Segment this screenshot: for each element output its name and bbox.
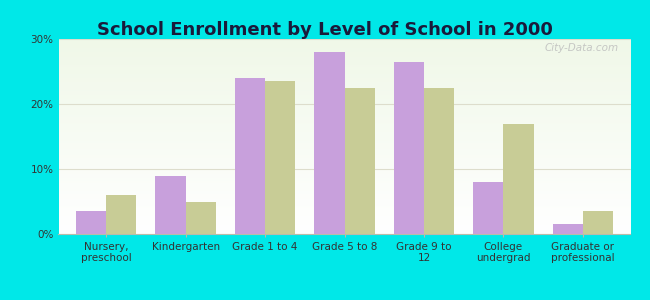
Bar bbox=[344, 88, 374, 234]
Bar bbox=[76, 211, 106, 234]
Text: City-Data.com: City-Data.com bbox=[545, 43, 619, 53]
Bar bbox=[424, 88, 454, 234]
Bar bbox=[265, 81, 295, 234]
Bar bbox=[583, 211, 613, 234]
Bar bbox=[503, 124, 534, 234]
Bar bbox=[315, 52, 344, 234]
Text: School Enrollment by Level of School in 2000: School Enrollment by Level of School in … bbox=[97, 21, 553, 39]
Bar bbox=[552, 224, 583, 234]
Bar bbox=[235, 78, 265, 234]
Bar bbox=[473, 182, 503, 234]
Bar bbox=[394, 62, 424, 234]
Bar bbox=[106, 195, 136, 234]
Legend: Headquarters, KY, Kentucky: Headquarters, KY, Kentucky bbox=[224, 298, 465, 300]
Bar bbox=[155, 176, 186, 234]
Bar bbox=[186, 202, 216, 234]
